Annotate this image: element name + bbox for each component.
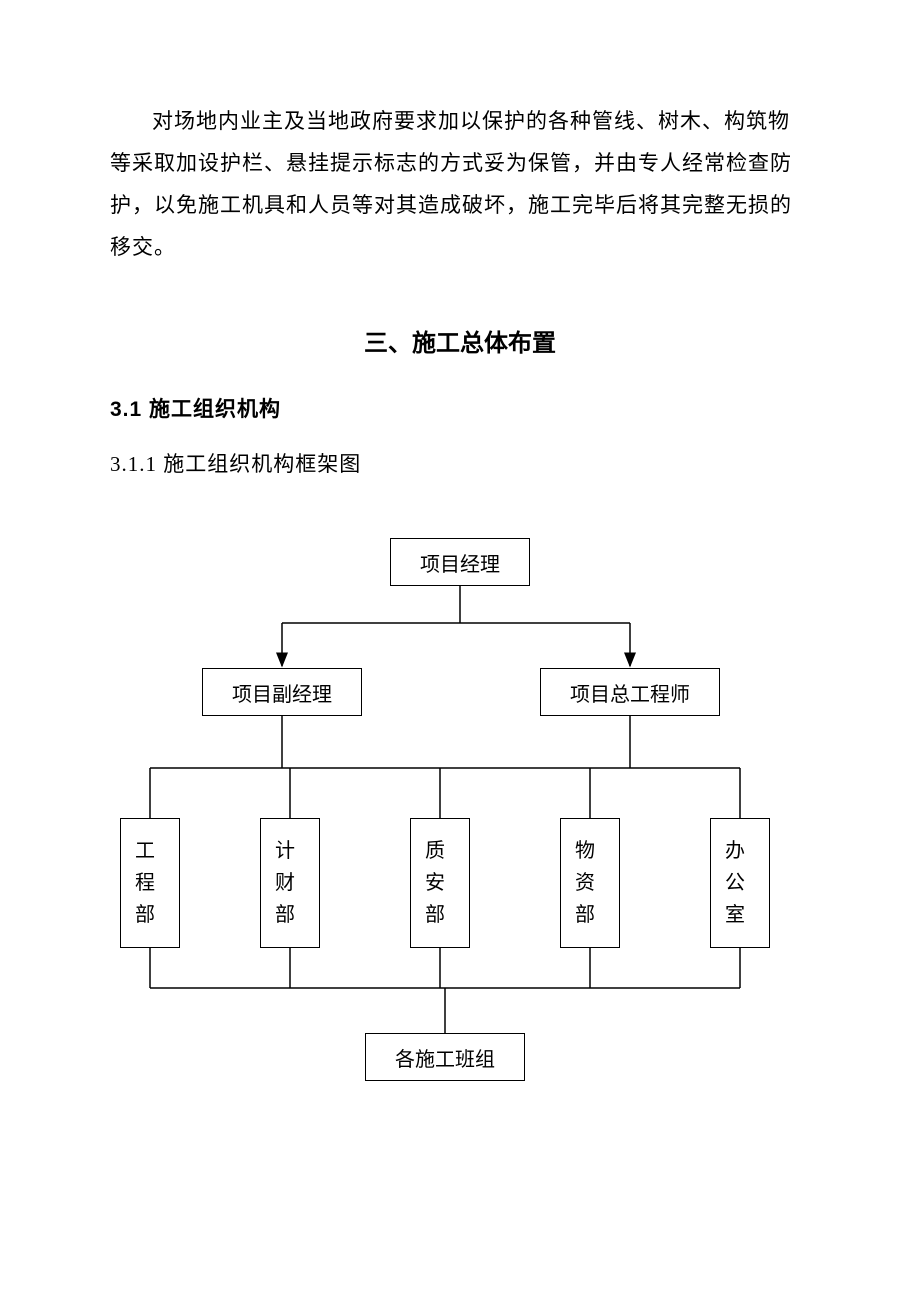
- subsection-heading: 3.1 施工组织机构: [110, 393, 810, 423]
- intro-paragraph: 对场地内业主及当地政府要求加以保护的各种管线、树木、构筑物等采取加设护栏、悬挂提…: [110, 100, 810, 268]
- node-root: 项目经理: [390, 538, 530, 586]
- node-dept-engineering: 工程部: [120, 818, 180, 948]
- section-title: 三、施工总体布置: [110, 323, 810, 358]
- node-teams: 各施工班组: [365, 1033, 525, 1081]
- subsubsection-heading: 3.1.1 施工组织机构框架图: [110, 448, 810, 478]
- node-dept-materials: 物资部: [560, 818, 620, 948]
- node-dept-quality: 质安部: [410, 818, 470, 948]
- node-dept-office: 办公室: [710, 818, 770, 948]
- org-chart: 项目经理 项目副经理 项目总工程师 工程部 计财部 质安部 物资部 办公室 各施…: [110, 538, 810, 1158]
- node-dept-finance: 计财部: [260, 818, 320, 948]
- node-deputy-manager: 项目副经理: [202, 668, 362, 716]
- node-chief-engineer: 项目总工程师: [540, 668, 720, 716]
